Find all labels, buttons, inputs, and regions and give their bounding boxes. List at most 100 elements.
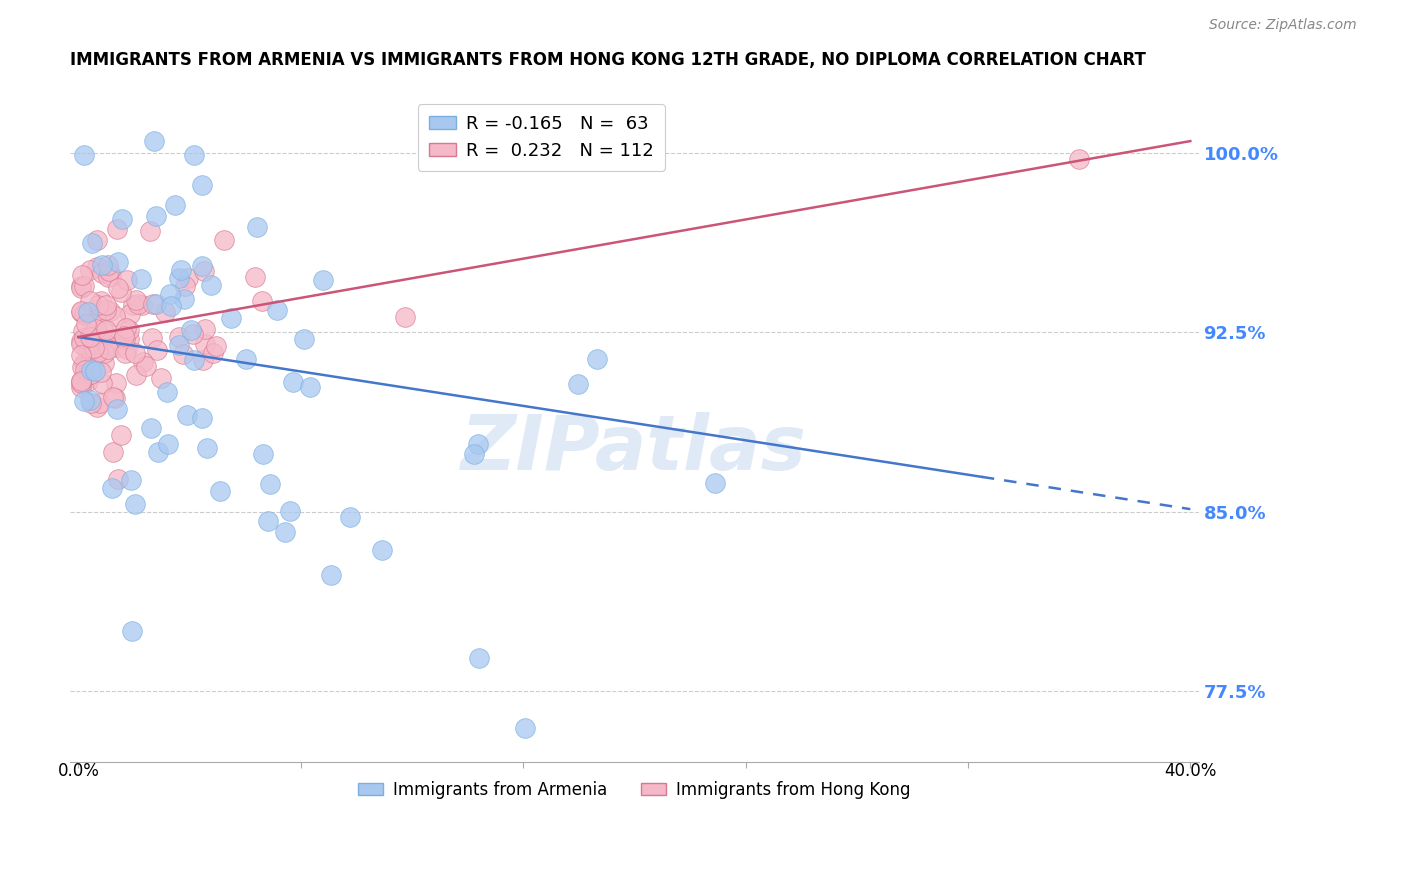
Point <box>72 324 94 338</box>
Point <box>167 270 190 285</box>
Point <box>105 340 128 354</box>
Point <box>194 322 217 336</box>
Point <box>125 368 148 382</box>
Point <box>156 385 179 400</box>
Point <box>156 437 179 451</box>
Point <box>70 304 93 318</box>
Point <box>82 315 104 329</box>
Point <box>183 327 205 342</box>
Point <box>73 394 96 409</box>
Point <box>311 273 333 287</box>
Point <box>94 323 117 337</box>
Point <box>93 357 115 371</box>
Point <box>183 148 205 162</box>
Point <box>118 307 141 321</box>
Point <box>79 392 101 407</box>
Point <box>145 209 167 223</box>
Point <box>84 322 107 336</box>
Point <box>177 271 200 285</box>
Point <box>98 303 121 318</box>
Point <box>173 292 195 306</box>
Point <box>129 272 152 286</box>
Point <box>70 304 93 318</box>
Point <box>463 447 485 461</box>
Point <box>100 268 122 283</box>
Point <box>205 339 228 353</box>
Point <box>139 421 162 435</box>
Point <box>89 396 111 410</box>
Point <box>252 447 274 461</box>
Point <box>195 442 218 456</box>
Point <box>73 148 96 162</box>
Point <box>132 355 155 369</box>
Point <box>149 371 172 385</box>
Point <box>170 262 193 277</box>
Point <box>160 299 183 313</box>
Point <box>75 363 97 377</box>
Point <box>124 497 146 511</box>
Point <box>173 278 195 293</box>
Point <box>278 504 301 518</box>
Text: ZIPatlas: ZIPatlas <box>461 412 807 486</box>
Point <box>115 321 138 335</box>
Point <box>86 233 108 247</box>
Point <box>110 428 132 442</box>
Point <box>70 348 93 362</box>
Point <box>468 651 491 665</box>
Point <box>259 476 281 491</box>
Point <box>70 376 93 391</box>
Point <box>107 281 129 295</box>
Point <box>84 333 107 347</box>
Point <box>90 294 112 309</box>
Point <box>298 380 321 394</box>
Point <box>167 330 190 344</box>
Point <box>94 337 117 351</box>
Point <box>90 376 112 391</box>
Text: IMMIGRANTS FROM ARMENIA VS IMMIGRANTS FROM HONG KONG 12TH GRADE, NO DIPLOMA CORR: IMMIGRANTS FROM ARMENIA VS IMMIGRANTS FR… <box>70 51 1146 69</box>
Point <box>97 342 120 356</box>
Point <box>70 380 93 394</box>
Point <box>115 273 138 287</box>
Point <box>180 323 202 337</box>
Point <box>148 445 170 459</box>
Text: 40.0%: 40.0% <box>1164 763 1216 780</box>
Point <box>281 375 304 389</box>
Point <box>371 542 394 557</box>
Point <box>107 472 129 486</box>
Point <box>79 361 101 376</box>
Point <box>127 297 149 311</box>
Point <box>94 303 117 318</box>
Point <box>121 624 143 639</box>
Point <box>131 297 153 311</box>
Point <box>200 278 222 293</box>
Point <box>125 293 148 307</box>
Point <box>79 354 101 368</box>
Point <box>191 178 214 192</box>
Point <box>70 268 93 282</box>
Point <box>193 264 215 278</box>
Point <box>79 263 101 277</box>
Point <box>107 255 129 269</box>
Point <box>292 332 315 346</box>
Point <box>139 224 162 238</box>
Point <box>90 266 112 280</box>
Point <box>567 377 589 392</box>
Point <box>104 391 127 405</box>
Point <box>257 514 280 528</box>
Point <box>98 264 121 278</box>
Point <box>146 343 169 357</box>
Point <box>586 352 609 367</box>
Point <box>90 307 112 321</box>
Point <box>101 391 124 405</box>
Point <box>75 336 97 351</box>
Point <box>202 346 225 360</box>
Point <box>193 353 215 368</box>
Point <box>172 347 194 361</box>
Point <box>246 219 269 234</box>
Point <box>142 296 165 310</box>
Point <box>266 303 288 318</box>
Point <box>83 351 105 366</box>
Point <box>100 481 122 495</box>
Text: 0.0%: 0.0% <box>58 763 100 780</box>
Point <box>103 332 125 346</box>
